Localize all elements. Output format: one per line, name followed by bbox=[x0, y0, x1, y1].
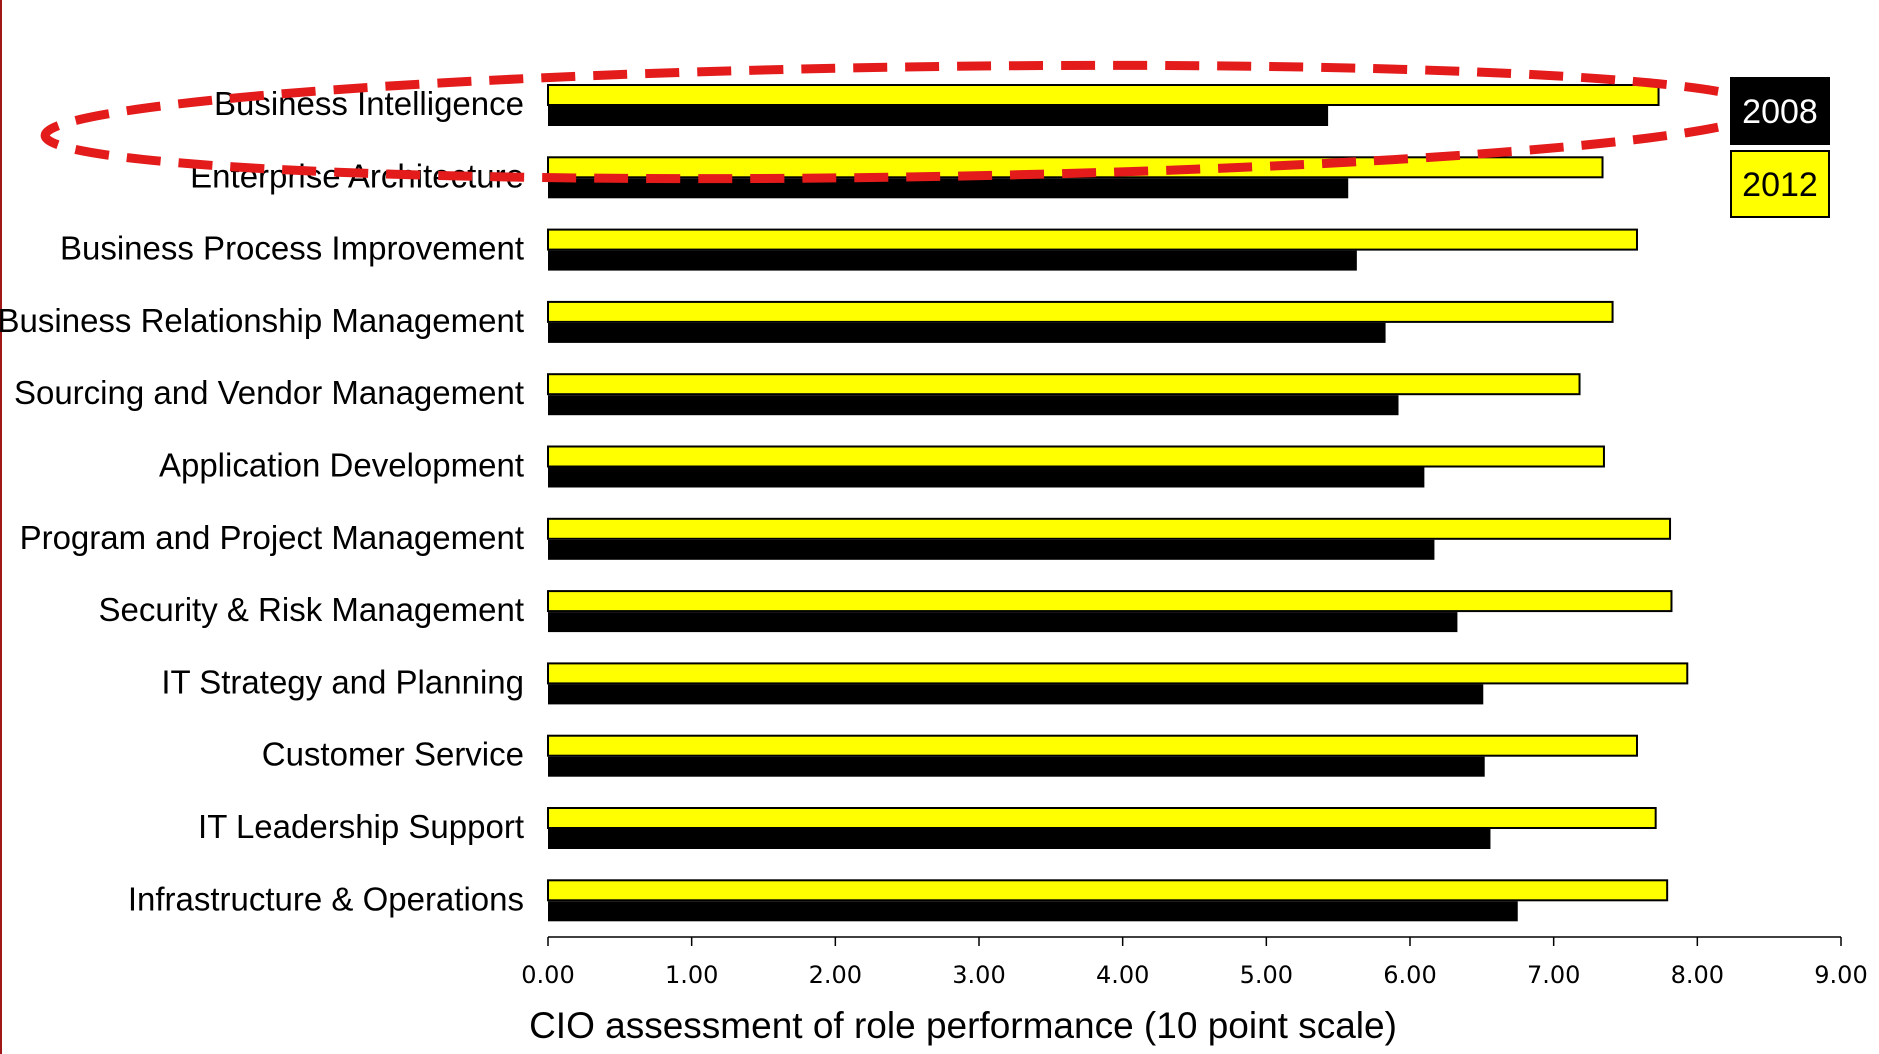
x-axis-title: CIO assessment of role performance (10 p… bbox=[529, 1005, 1397, 1046]
bar-2008-it-leadership-support bbox=[548, 829, 1491, 849]
x-tick-label: 0.00 bbox=[521, 961, 574, 989]
bar-2008-sourcing-and-vendor-management bbox=[548, 395, 1399, 416]
bar-2008-enterprise-architecture bbox=[548, 178, 1349, 199]
left-border bbox=[0, 0, 2, 1054]
bar-2008-business-relationship-management bbox=[548, 322, 1386, 343]
bar-2012-application-development bbox=[547, 445, 1605, 468]
x-tick-label: 6.00 bbox=[1383, 961, 1436, 989]
bar-2012-infrastructure-and-operations bbox=[547, 879, 1669, 902]
bar-2012-program-and-project-management bbox=[547, 517, 1672, 540]
bar-2008-security-and-risk-management bbox=[548, 612, 1458, 633]
category-label-business-relationship-management: Business Relationship Management bbox=[0, 302, 524, 339]
category-label-it-leadership-support: IT Leadership Support bbox=[198, 808, 524, 845]
category-label-security-and-risk-management: Security & Risk Management bbox=[98, 591, 524, 628]
category-label-business-process-improvement: Business Process Improvement bbox=[60, 230, 524, 267]
category-label-application-development: Application Development bbox=[159, 447, 524, 484]
x-tick-label: 2.00 bbox=[809, 961, 862, 989]
x-axis: 0.00 1.00 2.00 3.00 4.00 5.00 6.00 7.00 8.00 9.00 bbox=[521, 936, 1868, 989]
legend-label-2012: 2012 bbox=[1742, 166, 1818, 204]
legend-swatch-2008 bbox=[1730, 77, 1830, 145]
category-label-program-and-project-management: Program and Project Management bbox=[20, 519, 524, 556]
legend: 2008 2012 bbox=[1730, 77, 1830, 218]
bars-layer bbox=[547, 84, 1689, 922]
legend-swatch-2012 bbox=[1730, 150, 1830, 218]
bar-2012-business-process-improvement bbox=[547, 228, 1638, 251]
x-tick-label: 1.00 bbox=[665, 961, 718, 989]
x-tick-label: 4.00 bbox=[1096, 961, 1149, 989]
bar-2008-it-strategy-and-planning bbox=[548, 684, 1484, 705]
bar-2008-program-and-project-management bbox=[548, 539, 1435, 560]
x-tick-label: 9.00 bbox=[1814, 961, 1867, 989]
x-tick-label: 3.00 bbox=[952, 961, 1005, 989]
bar-2012-business-relationship-management bbox=[547, 300, 1614, 323]
bar-2008-infrastructure-and-operations bbox=[548, 901, 1518, 922]
x-tick-label: 7.00 bbox=[1527, 961, 1580, 989]
category-label-it-strategy-and-planning: IT Strategy and Planning bbox=[161, 663, 524, 700]
category-label-infrastructure-and-operations: Infrastructure & Operations bbox=[128, 880, 524, 917]
category-label-sourcing-and-vendor-management: Sourcing and Vendor Management bbox=[14, 374, 524, 411]
x-tick-label: 8.00 bbox=[1671, 961, 1724, 989]
bar-2012-it-strategy-and-planning bbox=[547, 662, 1689, 685]
bar-2008-business-intelligence bbox=[548, 106, 1329, 126]
bar-2012-it-leadership-support bbox=[547, 807, 1657, 829]
bar-2012-security-and-risk-management bbox=[547, 590, 1673, 613]
bar-2008-business-process-improvement bbox=[548, 250, 1357, 271]
bar-2008-customer-service bbox=[548, 756, 1485, 777]
x-tick-label: 5.00 bbox=[1240, 961, 1293, 989]
bar-2012-customer-service bbox=[547, 734, 1638, 757]
category-label-business-intelligence: Business Intelligence bbox=[214, 85, 524, 122]
bar-2012-business-intelligence bbox=[547, 84, 1660, 106]
category-label-customer-service: Customer Service bbox=[262, 736, 524, 773]
bar-2012-sourcing-and-vendor-management bbox=[547, 373, 1581, 396]
bar-2008-application-development bbox=[548, 467, 1425, 488]
legend-label-2008: 2008 bbox=[1742, 93, 1818, 131]
